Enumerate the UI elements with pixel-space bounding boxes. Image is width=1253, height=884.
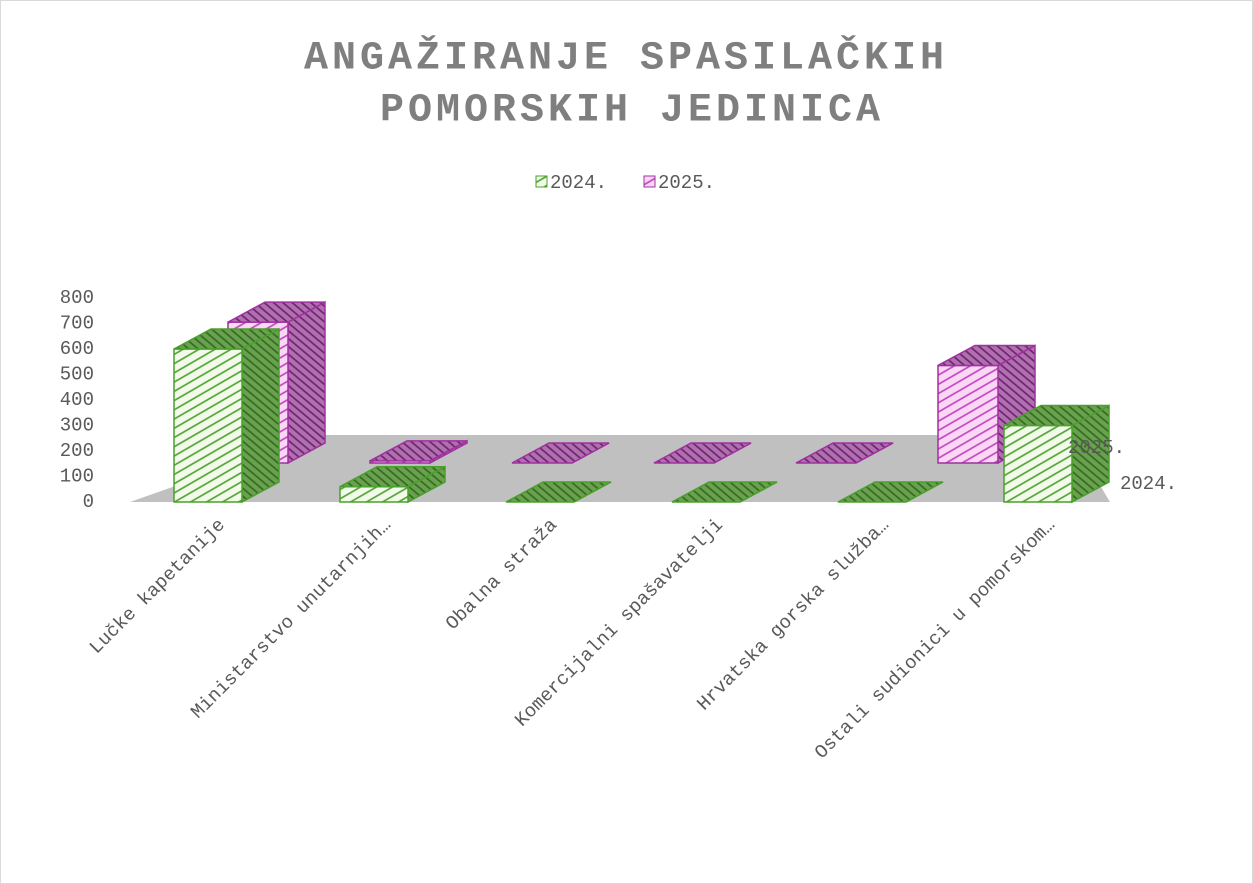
bar-top [937, 344, 1036, 367]
depth-label: 2024. [1120, 473, 1177, 495]
legend-swatch [535, 175, 548, 188]
y-tick-label: 500 [60, 364, 94, 386]
bar-top [671, 481, 778, 503]
bar-top [1003, 404, 1110, 427]
bar-top [369, 440, 468, 462]
bar-top [505, 481, 612, 503]
depth-label: 2025. [1068, 437, 1125, 459]
y-tick-label: 800 [60, 287, 94, 309]
bar [173, 348, 243, 503]
bar-top [653, 442, 752, 464]
bar-top [837, 481, 944, 503]
bar-top [795, 442, 894, 464]
bar-top [173, 328, 280, 350]
legend-swatch [643, 175, 656, 188]
bar-side [287, 300, 326, 465]
bar [339, 485, 409, 503]
bar-side [241, 327, 280, 504]
bar [937, 364, 999, 464]
y-tick-label: 600 [60, 338, 94, 360]
bar-top [227, 301, 326, 323]
legend-label: 2024. [550, 172, 607, 194]
legend-label: 2025. [658, 172, 715, 194]
chart-title: POMORSKIH JEDINICA [380, 89, 884, 134]
y-tick-label: 0 [83, 491, 94, 513]
y-tick-label: 700 [60, 313, 94, 335]
bar-top [339, 465, 446, 488]
y-tick-label: 400 [60, 389, 94, 411]
bar-top [511, 442, 610, 464]
y-tick-label: 300 [60, 415, 94, 437]
y-tick-label: 100 [60, 466, 94, 488]
bar [1003, 424, 1073, 503]
y-tick-label: 200 [60, 440, 94, 462]
chart-title: ANGAŽIRANJE SPASILAČKIH [304, 34, 948, 82]
